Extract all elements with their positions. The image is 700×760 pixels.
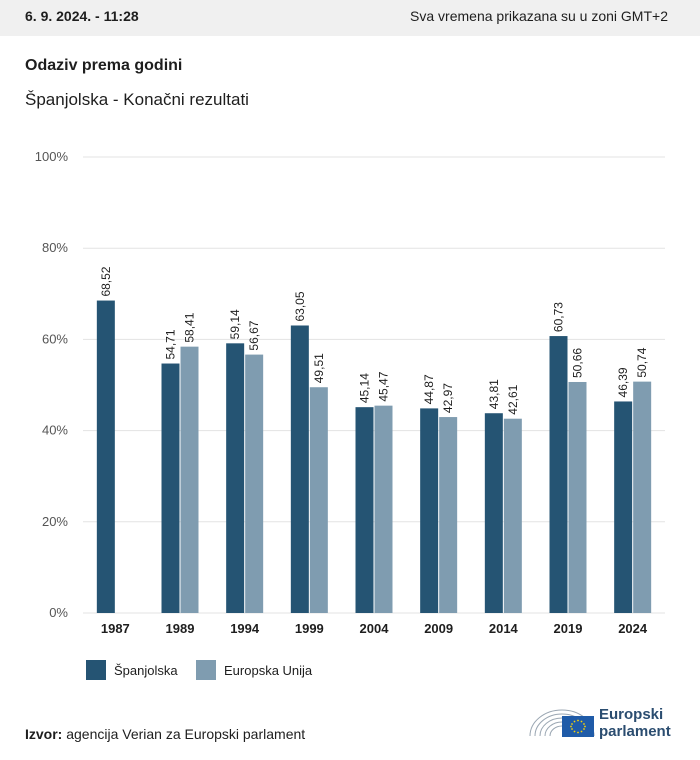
bar-eu [245, 354, 264, 613]
x-tick-label: 2014 [489, 621, 519, 636]
bar-eu [439, 417, 458, 613]
bar-eu [374, 405, 393, 613]
bar-spain [484, 413, 503, 613]
x-tick-label: 1994 [230, 621, 260, 636]
y-tick-label: 60% [42, 331, 68, 346]
bar-spain [614, 401, 633, 613]
data-label: 46,39 [616, 367, 630, 397]
bar-spain [161, 363, 180, 613]
bar-spain [290, 325, 309, 613]
bar-eu [503, 418, 522, 613]
eu-flag-icon [562, 716, 594, 737]
data-label: 50,74 [635, 347, 649, 377]
data-label: 50,66 [571, 348, 585, 378]
y-tick-label: 40% [42, 423, 68, 438]
data-label: 42,61 [506, 384, 520, 414]
bar-spain [96, 300, 115, 613]
bar-spain [549, 336, 568, 613]
x-tick-label: 1999 [295, 621, 324, 636]
x-tick-label: 2019 [554, 621, 583, 636]
top-bar: 6. 9. 2024. - 11:28 Sva vremena prikazan… [0, 0, 700, 36]
y-tick-label: 0% [49, 605, 68, 620]
logo-line1: Europski [599, 706, 664, 723]
chart-title: Odaziv prema godini [25, 57, 183, 74]
chart-subtitle: Španjolska - Konačni rezultati [25, 90, 249, 109]
x-tick-label: 1987 [101, 621, 130, 636]
data-label: 56,67 [247, 320, 261, 350]
data-label: 49,51 [312, 353, 326, 383]
data-label: 68,52 [99, 266, 113, 296]
turnout-bar-chart: 0% 20% 40% 60% 80% 100% 68,52 1987 54,71 58,41 198… [35, 149, 665, 636]
logo-line2: parlament [599, 723, 671, 740]
bar-eu [309, 387, 328, 613]
timezone-note: Sva vremena prikazana su u zoni GMT+2 [410, 8, 668, 24]
data-label: 60,73 [552, 302, 566, 332]
x-tick-label: 1989 [166, 621, 195, 636]
legend-label-spain: Španjolska [114, 662, 178, 678]
x-tick-label: 2009 [424, 621, 453, 636]
parliament-hemicycle-icon [529, 709, 595, 737]
data-label: 44,87 [422, 374, 436, 404]
data-label: 45,47 [377, 371, 391, 401]
bar-spain [226, 343, 245, 613]
legend-item-spain[interactable]: Španjolska [86, 660, 178, 680]
data-label: 42,97 [441, 383, 455, 413]
y-tick-label: 100% [35, 149, 69, 164]
source-prefix: Izvor: [25, 726, 63, 742]
x-tick-label: 2024 [618, 621, 648, 636]
data-label: 54,71 [164, 329, 178, 359]
source-note: Izvor: agencija Verian za Europski parla… [25, 726, 305, 742]
european-parliament-logo[interactable]: Europski parlament [528, 702, 671, 745]
legend-swatch-eu [196, 660, 216, 680]
bar-eu [568, 381, 587, 613]
bar-eu [180, 346, 199, 613]
data-label: 45,14 [358, 373, 372, 403]
legend-label-eu: Europska Unija [224, 662, 313, 678]
y-tick-label: 80% [42, 240, 68, 255]
x-tick-label: 2004 [360, 621, 390, 636]
source-text: agencija Verian za Europski parlament [62, 726, 306, 742]
data-label: 58,41 [183, 312, 197, 342]
bar-spain [420, 408, 439, 613]
logo-wordmark: Europski parlament [599, 706, 671, 740]
bar-spain [355, 407, 374, 613]
data-label: 59,14 [228, 309, 242, 339]
legend-swatch-spain [86, 660, 106, 680]
legend-item-eu[interactable]: Europska Unija [196, 660, 312, 680]
date-time: 6. 9. 2024. - 11:28 [25, 8, 139, 24]
data-label: 43,81 [487, 379, 501, 409]
data-label: 63,05 [293, 291, 307, 321]
y-tick-label: 20% [42, 514, 68, 529]
bar-eu [633, 381, 652, 613]
